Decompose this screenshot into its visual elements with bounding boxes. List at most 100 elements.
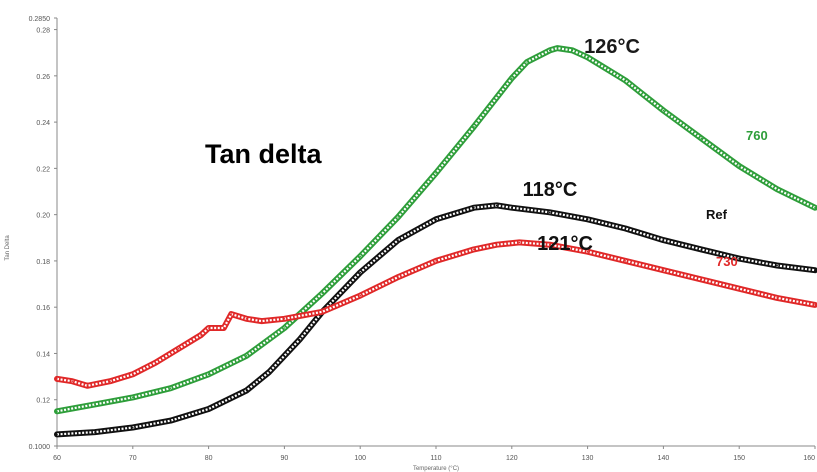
data-point-760	[814, 206, 816, 209]
data-point-ref	[268, 371, 271, 373]
y-axis-ticks: 0.1000 0.12 0.14 0.16 0.18 0.20 0.22 0.24 0.26 0.…	[29, 16, 57, 451]
data-point-730	[200, 334, 202, 336]
data-point-760	[526, 61, 528, 63]
y-tick-label: 0.28	[36, 28, 50, 35]
data-point-730	[177, 348, 180, 350]
data-point-730	[223, 327, 225, 329]
data-point-ref	[814, 269, 816, 272]
x-tick-label: 130	[582, 455, 594, 462]
data-point-730	[109, 380, 111, 383]
data-point-760	[511, 77, 513, 79]
series-markers-ref	[56, 204, 816, 436]
x-tick-label: 60	[53, 455, 61, 462]
data-point-730	[435, 260, 437, 262]
peak-label-760: 126°C	[584, 36, 640, 58]
data-point-730	[495, 243, 498, 246]
x-tick-label: 140	[658, 455, 670, 462]
series-group: 126°C 760 118°C Ref 121°C 730	[54, 36, 817, 438]
data-point-ref	[473, 206, 475, 209]
data-point-730	[260, 320, 263, 322]
data-point-730	[518, 241, 521, 244]
data-point-ref	[359, 271, 362, 274]
series-label-ref: Ref	[706, 207, 728, 222]
data-point-730	[700, 278, 703, 281]
data-point-ref	[56, 433, 58, 436]
data-point-ref	[283, 355, 286, 357]
x-axis-ticks: 60 70 80 90 100 110 120 130 140 150 160	[53, 446, 816, 462]
series-markers-760	[56, 46, 816, 413]
data-point-760	[738, 165, 740, 167]
chart-title: Tan delta	[205, 139, 323, 169]
data-point-730	[86, 385, 89, 387]
y-tick-label: 0.24	[36, 120, 50, 127]
data-point-760	[624, 79, 627, 82]
data-point-ref	[435, 218, 437, 221]
data-point-730	[776, 297, 778, 299]
x-tick-label: 100	[354, 455, 366, 462]
data-point-730	[473, 248, 475, 251]
data-point-760	[548, 49, 551, 52]
data-point-760	[397, 216, 399, 218]
data-point-730	[548, 243, 551, 246]
data-point-760	[662, 109, 665, 112]
data-point-ref	[624, 227, 627, 230]
y-tick-label: 0.2850	[29, 16, 51, 23]
data-point-760	[132, 396, 134, 399]
series-label-730: 730	[716, 254, 738, 269]
data-point-760	[94, 403, 96, 406]
chart-axes	[56, 18, 815, 447]
data-point-ref	[511, 206, 513, 209]
data-point-ref	[776, 264, 778, 267]
y-tick-label: 0.14	[36, 351, 50, 358]
data-point-730	[397, 276, 399, 278]
data-point-760	[571, 49, 574, 52]
x-tick-label: 110	[430, 455, 441, 462]
data-point-ref	[586, 218, 589, 221]
data-point-ref	[548, 211, 551, 214]
x-tick-label: 70	[129, 455, 137, 462]
data-point-ref	[397, 239, 399, 241]
data-point-ref	[495, 204, 498, 207]
data-point-760	[283, 327, 286, 329]
data-point-730	[283, 318, 286, 320]
data-point-730	[321, 311, 324, 313]
data-point-760	[359, 255, 362, 258]
data-point-730	[624, 260, 627, 262]
data-point-ref	[169, 419, 172, 422]
data-point-760	[56, 410, 58, 413]
y-tick-label: 0.12	[36, 398, 50, 405]
data-point-760	[207, 373, 210, 376]
data-point-730	[586, 250, 589, 253]
y-tick-label: 0.18	[36, 259, 50, 266]
data-point-730	[71, 380, 73, 383]
data-point-730	[814, 304, 816, 306]
x-tick-label: 90	[281, 455, 289, 462]
data-point-ref	[738, 257, 740, 260]
y-tick-label: 0.26	[36, 74, 50, 81]
data-point-730	[245, 318, 248, 320]
data-point-ref	[298, 338, 301, 341]
x-tick-label: 160	[803, 455, 815, 462]
data-point-730	[154, 361, 157, 364]
data-point-760	[321, 292, 324, 295]
series-label-760: 760	[746, 128, 768, 143]
x-tick-label: 120	[506, 455, 518, 462]
x-axis-title: Temperature (°C)	[413, 466, 459, 472]
data-point-730	[56, 378, 58, 380]
data-point-760	[776, 188, 778, 190]
x-tick-label: 150	[733, 455, 745, 462]
series-line-ref	[54, 202, 817, 438]
y-tick-label: 0.1000	[29, 444, 51, 451]
y-tick-label: 0.20	[36, 213, 50, 220]
data-point-ref	[245, 389, 248, 392]
data-point-760	[435, 172, 437, 174]
data-point-ref	[207, 408, 210, 410]
x-tick-label: 80	[205, 455, 213, 462]
data-point-760	[700, 137, 703, 140]
y-tick-label: 0.16	[36, 305, 50, 312]
data-point-730	[738, 287, 740, 290]
data-point-760	[586, 56, 589, 59]
data-point-730	[132, 373, 134, 376]
data-point-760	[556, 47, 559, 49]
